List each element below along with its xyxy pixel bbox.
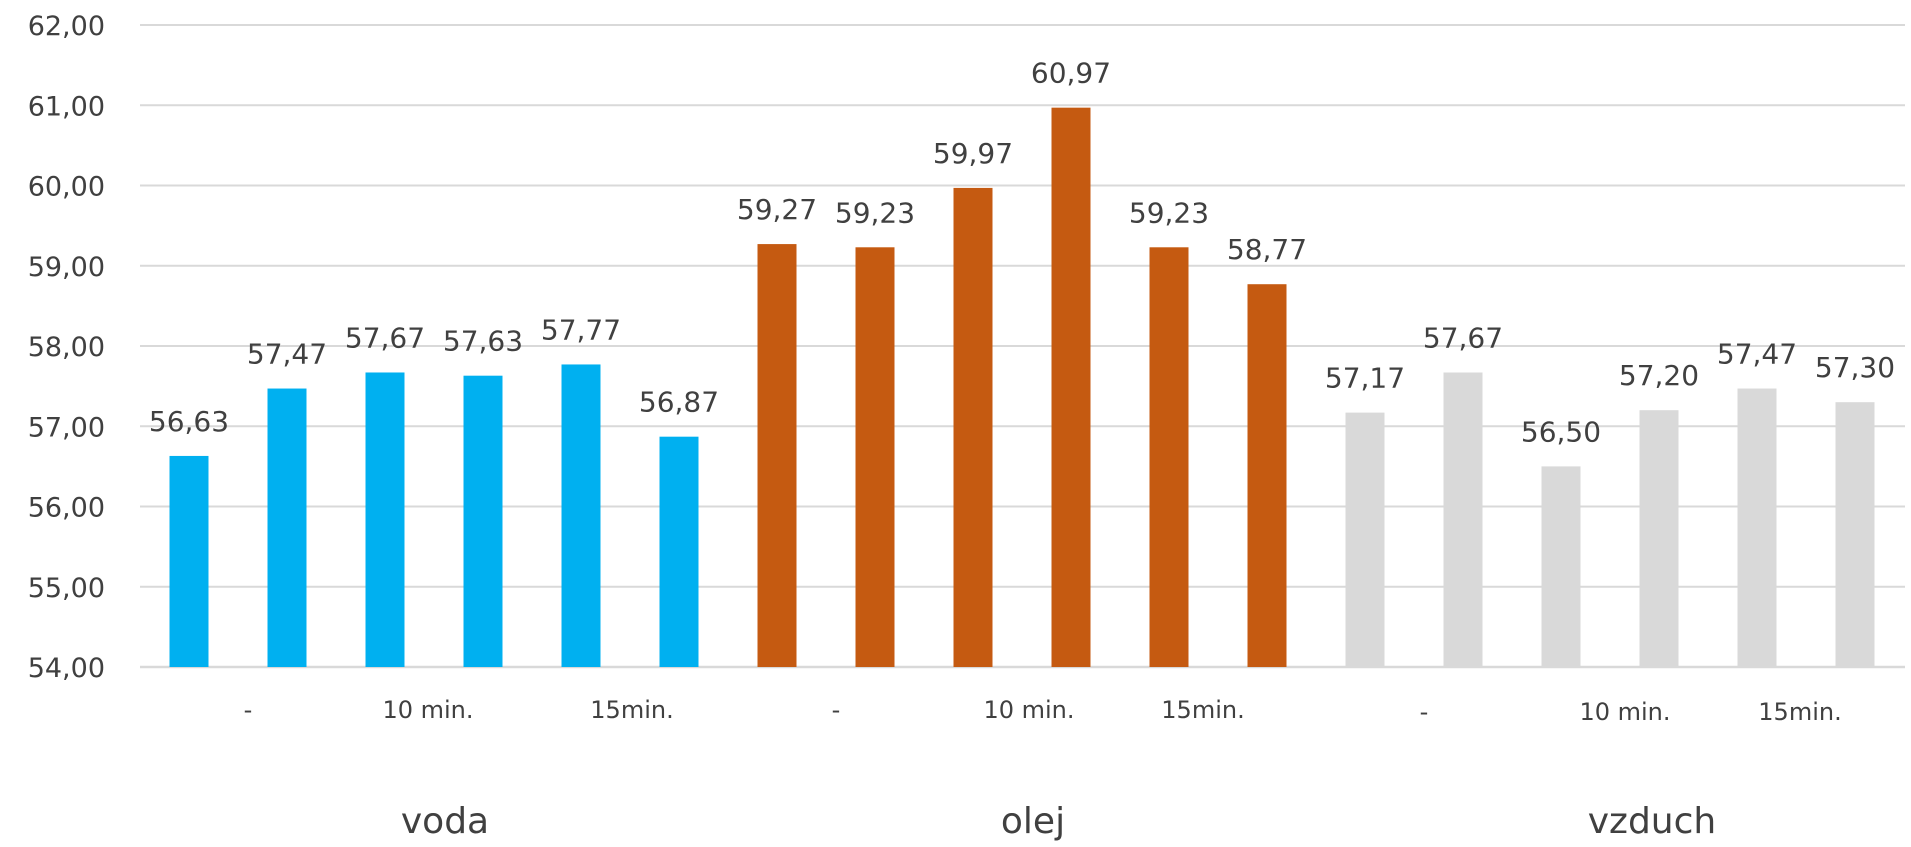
y-tick-label: 61,00 <box>28 91 105 122</box>
x-sub-label: - <box>832 696 841 724</box>
data-label: 59,23 <box>835 196 915 229</box>
x-group-label: vzduch <box>1588 801 1716 842</box>
data-label: 59,23 <box>1129 196 1209 229</box>
y-tick-label: 54,00 <box>28 653 105 684</box>
x-sub-label: 15min. <box>590 696 673 724</box>
data-label: 57,67 <box>1423 321 1503 354</box>
bar <box>1345 412 1385 667</box>
y-tick-label: 55,00 <box>28 573 105 604</box>
data-label: 57,20 <box>1619 359 1699 392</box>
data-label: 57,47 <box>1717 338 1797 371</box>
bar <box>267 388 307 667</box>
data-label: 59,97 <box>933 137 1013 170</box>
bar <box>659 436 699 667</box>
x-sub-label: 10 min. <box>1579 698 1670 726</box>
bar <box>1443 372 1483 667</box>
data-label: 57,67 <box>345 321 425 354</box>
x-sub-label: - <box>244 696 253 724</box>
y-tick-label: 60,00 <box>28 172 105 203</box>
data-label: 56,50 <box>1521 415 1601 448</box>
x-group-label: olej <box>1001 801 1065 842</box>
bar <box>757 244 797 667</box>
y-tick-label: 56,00 <box>28 493 105 524</box>
data-label: 60,97 <box>1031 57 1111 90</box>
bar <box>1737 388 1777 667</box>
bar <box>1051 107 1091 668</box>
y-axis-ticks: 54,00 55,00 56,00 57,00 58,00 59,00 60,00 61,00… <box>28 11 105 684</box>
data-labels: 56,63 57,47 57,67 57,63 57,77 56,87 59,27 59,23… <box>149 57 1895 449</box>
x-axis-labels: - 10 min. 15min. voda - 10 min. 15min. olej - 10 … <box>244 696 1842 842</box>
data-label: 57,47 <box>247 338 327 371</box>
data-label: 58,77 <box>1227 233 1307 266</box>
gridlines <box>140 24 1905 669</box>
data-label: 57,63 <box>443 325 523 358</box>
bar <box>953 187 993 667</box>
x-sub-label: 15min. <box>1758 698 1841 726</box>
x-group-label: voda <box>401 801 489 842</box>
bar <box>365 372 405 667</box>
y-tick-label: 59,00 <box>28 252 105 283</box>
bar <box>1639 410 1679 667</box>
bar <box>1541 466 1581 667</box>
bar <box>1247 284 1287 667</box>
data-label: 57,30 <box>1815 351 1895 384</box>
bar <box>1835 402 1875 667</box>
x-sub-label: - <box>1420 698 1429 726</box>
data-label: 57,17 <box>1325 362 1405 395</box>
bar <box>1149 247 1189 668</box>
y-tick-label: 58,00 <box>28 332 105 363</box>
data-label: 56,63 <box>149 405 229 438</box>
x-sub-label: 10 min. <box>382 696 473 724</box>
y-tick-label: 62,00 <box>28 11 105 42</box>
x-sub-label: 15min. <box>1161 696 1244 724</box>
x-sub-label: 10 min. <box>983 696 1074 724</box>
bar <box>561 364 601 667</box>
bar <box>169 455 209 667</box>
data-label: 56,87 <box>639 386 719 419</box>
data-label: 59,27 <box>737 193 817 226</box>
y-tick-label: 57,00 <box>28 412 105 443</box>
data-label: 57,77 <box>541 313 621 346</box>
bar <box>855 247 895 668</box>
bar <box>463 375 503 667</box>
bars <box>169 107 1875 668</box>
